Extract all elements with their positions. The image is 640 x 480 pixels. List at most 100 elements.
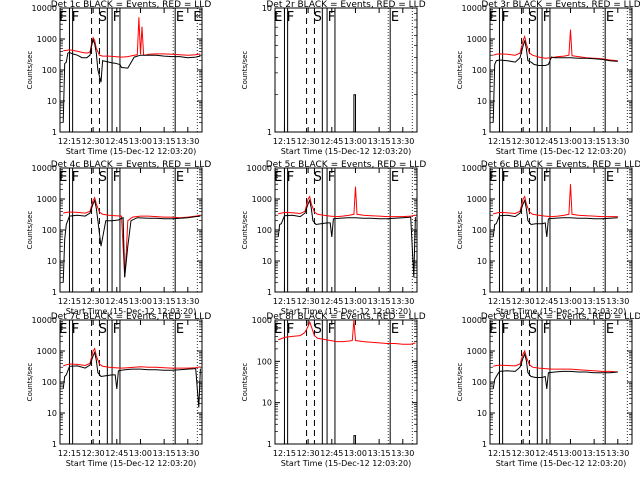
x-axis-label: Start Time (15-Dec-12 12:03:20)	[281, 459, 412, 468]
series-line-events	[353, 94, 356, 132]
y-tick-label: 1000	[37, 347, 57, 356]
marker-label: E	[193, 10, 201, 25]
marker-label: F	[113, 10, 120, 25]
chart-title: Det 1c BLACK = Events, RED = LLD	[51, 0, 212, 10]
y-tick-label: 10000	[462, 164, 487, 173]
x-tick-label: 12:30	[512, 297, 535, 306]
x-tick-label: 12:30	[297, 449, 320, 458]
y-axis-label: Counts/sec	[241, 211, 249, 250]
series-line-lld	[63, 347, 201, 369]
y-tick-label: 100	[472, 66, 487, 75]
y-tick-label: 10	[477, 97, 487, 106]
series-line-events	[62, 198, 201, 283]
marker-label: S	[99, 10, 107, 25]
x-tick-label: 13:30	[176, 137, 199, 146]
marker-label: F	[287, 10, 294, 25]
x-tick-label: 13:00	[559, 297, 582, 306]
x-tick-label: 12:30	[82, 297, 105, 306]
marker-label: E	[606, 10, 614, 25]
series-line-lld	[493, 349, 618, 373]
x-tick-label: 13:00	[559, 449, 582, 458]
x-tick-label: 12:45	[320, 137, 343, 146]
x-tick-label: 12:30	[512, 449, 535, 458]
y-tick-label: 10	[47, 257, 57, 266]
x-axis-label: Start Time (15-Dec-12 12:03:20)	[281, 307, 412, 316]
x-tick-label: 12:45	[105, 449, 128, 458]
y-tick-label: 10000	[32, 164, 57, 173]
y-tick-label: 1000	[467, 347, 487, 356]
x-tick-label: 13:30	[606, 137, 629, 146]
chart-title: Det 7c BLACK = Events, RED = LLD	[51, 312, 212, 322]
x-tick-label: 12:45	[535, 449, 558, 458]
series-line-events	[492, 352, 618, 389]
y-tick-label: 100	[257, 357, 272, 366]
x-axis-label: Start Time (15-Dec-12 12:03:20)	[66, 459, 197, 468]
chart-title: Det 5c BLACK = Events, RED = LLD	[266, 160, 427, 170]
x-tick-label: 13:30	[391, 449, 414, 458]
x-tick-label: 13:15	[583, 449, 606, 458]
plot-frame	[274, 167, 418, 293]
x-tick-label: 13:00	[129, 297, 152, 306]
y-tick-label: 1	[267, 440, 272, 449]
marker-label: E	[274, 10, 282, 25]
x-tick-label: 12:15	[273, 449, 296, 458]
series-line-lld	[493, 184, 618, 218]
series-line-events	[277, 198, 416, 278]
x-tick-label: 13:30	[606, 297, 629, 306]
y-tick-label: 1	[482, 288, 487, 297]
x-tick-label: 13:30	[176, 297, 199, 306]
series-line-lld	[63, 17, 201, 58]
marker-label: S	[529, 10, 537, 25]
x-tick-label: 13:30	[391, 297, 414, 306]
x-tick-label: 12:15	[488, 297, 511, 306]
x-tick-label: 13:15	[153, 449, 176, 458]
marker-label: F	[72, 10, 79, 25]
marker-label: S	[529, 170, 537, 185]
x-tick-label: 12:15	[58, 297, 81, 306]
marker-label: F	[328, 10, 335, 25]
y-tick-label: 1000	[467, 35, 487, 44]
y-tick-label: 10	[262, 399, 272, 408]
marker-label: F	[72, 170, 79, 185]
marker-label: F	[287, 322, 294, 337]
series-line-lld	[278, 319, 416, 345]
x-tick-label: 12:30	[82, 449, 105, 458]
marker-label: E	[489, 10, 497, 25]
y-axis-label: Counts/sec	[26, 51, 34, 90]
x-tick-label: 12:30	[297, 137, 320, 146]
series-line-events	[353, 435, 356, 444]
marker-label: E	[274, 322, 282, 337]
marker-label: S	[314, 10, 322, 25]
plot-frame	[274, 319, 418, 445]
marker-label: F	[502, 170, 509, 185]
y-tick-label: 10000	[32, 4, 57, 13]
x-axis-label: Start Time (15-Dec-12 12:03:20)	[281, 147, 412, 156]
marker-label: S	[314, 322, 322, 337]
y-axis-label: Counts/sec	[26, 211, 34, 250]
series-line-events	[492, 198, 618, 237]
chart-title: Det 6c BLACK = Events, RED = LLD	[481, 160, 640, 170]
x-tick-label: 13:15	[368, 137, 391, 146]
series-line-lld	[63, 196, 201, 278]
chart-title: Det 3r BLACK = Events, RED = LLD	[481, 0, 640, 10]
x-axis-label: Start Time (15-Dec-12 12:03:20)	[496, 459, 627, 468]
y-tick-label: 1000	[37, 195, 57, 204]
x-tick-label: 13:15	[153, 137, 176, 146]
marker-label: F	[543, 10, 550, 25]
x-tick-label: 12:30	[82, 137, 105, 146]
y-tick-label: 10000	[32, 316, 57, 325]
chart-title: Det 4c BLACK = Events, RED = LLD	[51, 160, 212, 170]
y-tick-label: 10	[47, 97, 57, 106]
y-tick-label: 1	[482, 128, 487, 137]
y-tick-label: 10000	[462, 4, 487, 13]
series-line-lld	[493, 29, 618, 62]
x-tick-label: 12:15	[273, 297, 296, 306]
y-tick-label: 100	[42, 378, 57, 387]
marker-label: F	[113, 170, 120, 185]
plot-frame	[489, 167, 633, 293]
